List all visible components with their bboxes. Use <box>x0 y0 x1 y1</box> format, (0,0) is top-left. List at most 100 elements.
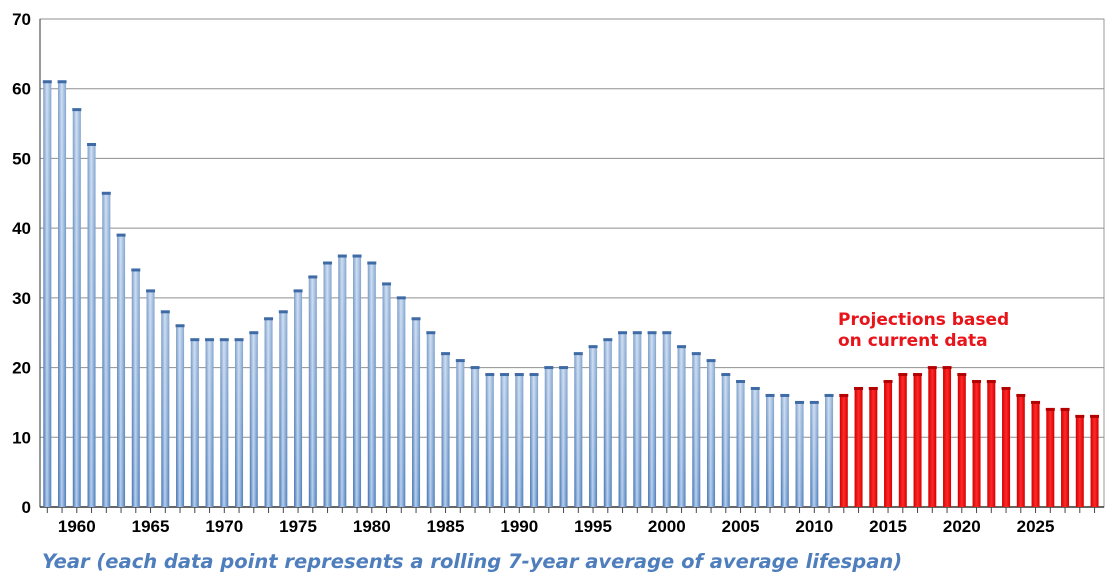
bar-1969 <box>205 338 215 507</box>
bar-sheen-2000 <box>662 332 671 507</box>
bar-cap-1968 <box>190 338 200 342</box>
bar-sheen-1969 <box>205 339 214 507</box>
bar-sheen-1971 <box>235 339 244 507</box>
bar-1987 <box>470 366 480 507</box>
bar-cap-1977 <box>323 261 333 265</box>
bar-sheen-1991 <box>530 374 539 507</box>
bar-cap-1961 <box>87 142 97 146</box>
projection-bar-2023 <box>1001 386 1011 507</box>
bar-cap-1985 <box>441 352 451 356</box>
projection-bar-2019 <box>942 366 952 507</box>
y-tick-label-70: 70 <box>12 10 31 29</box>
bar-cap-1963 <box>116 233 126 237</box>
bar-body-2016 <box>898 374 907 507</box>
bar-sheen-1999 <box>648 332 657 507</box>
bar-cap-2012 <box>839 393 849 397</box>
bar-cap-2020 <box>957 373 967 377</box>
bar-body-2028 <box>1075 416 1084 507</box>
bar-1994 <box>573 352 583 507</box>
bar-sheen-1986 <box>456 360 465 507</box>
bar-cap-1995 <box>588 345 598 349</box>
bar-1992 <box>544 366 554 507</box>
bar-sheen-1960 <box>72 109 81 507</box>
bar-1964 <box>131 268 141 507</box>
bar-body-2014 <box>869 388 878 507</box>
bar-sheen-1980 <box>367 263 376 507</box>
bar-sheen-1983 <box>412 318 421 507</box>
x-tick-label-2015: 2015 <box>869 517 907 536</box>
projection-bar-2025 <box>1031 400 1041 507</box>
bar-cap-2025 <box>1031 400 1041 404</box>
bars <box>42 80 1100 508</box>
bar-sheen-1979 <box>353 256 362 507</box>
bar-body-2020 <box>957 374 966 507</box>
bar-cap-2011 <box>824 393 834 397</box>
bar-cap-2018 <box>927 366 937 370</box>
bar-sheen-1976 <box>308 276 317 507</box>
bar-1962 <box>101 191 111 508</box>
bar-sheen-2009 <box>795 402 804 507</box>
bar-sheen-1994 <box>574 353 583 507</box>
bar-sheen-2008 <box>780 395 789 507</box>
bar-body-2026 <box>1046 409 1055 507</box>
bar-body-2029 <box>1090 416 1099 507</box>
bar-body-2021 <box>972 381 981 507</box>
bar-cap-2008 <box>780 393 790 397</box>
bar-sheen-2003 <box>707 360 716 507</box>
bar-sheen-2004 <box>721 374 730 507</box>
bar-cap-1993 <box>559 366 569 370</box>
bar-sheen-1992 <box>544 367 553 507</box>
bar-sheen-1988 <box>485 374 494 507</box>
projection-bar-2021 <box>972 380 982 507</box>
x-tick-label-1975: 1975 <box>279 517 317 536</box>
bar-cap-2010 <box>809 400 819 404</box>
projection-bar-2015 <box>883 380 893 507</box>
bar-1959 <box>57 80 67 507</box>
bar-cap-2027 <box>1060 407 1070 411</box>
bar-cap-1983 <box>411 317 421 321</box>
bar-cap-2024 <box>1016 393 1026 397</box>
bar-cap-1965 <box>146 289 156 293</box>
bar-1972 <box>249 331 259 507</box>
bar-cap-2026 <box>1045 407 1055 411</box>
bar-1974 <box>278 310 288 507</box>
bar-1958 <box>42 80 52 507</box>
bar-cap-2014 <box>868 386 878 390</box>
bar-cap-1981 <box>382 282 392 286</box>
bar-sheen-1985 <box>441 353 450 507</box>
x-tick-label-1995: 1995 <box>574 517 612 536</box>
bar-cap-1992 <box>544 366 554 370</box>
bar-sheen-2011 <box>825 395 834 507</box>
bar-sheen-1965 <box>146 290 155 507</box>
bar-sheen-1973 <box>264 318 273 507</box>
bar-sheen-1996 <box>603 339 612 507</box>
bar-cap-2015 <box>883 380 893 384</box>
bar-1975 <box>293 289 303 507</box>
bar-1986 <box>455 359 465 507</box>
bar-cap-1987 <box>470 366 480 370</box>
bar-sheen-1975 <box>294 290 303 507</box>
bar-1996 <box>603 338 613 507</box>
bar-cap-1999 <box>647 331 657 335</box>
bar-2008 <box>780 393 790 507</box>
bar-body-2027 <box>1061 409 1070 507</box>
bar-cap-2000 <box>662 331 672 335</box>
bar-1984 <box>426 331 436 507</box>
bar-cap-1979 <box>352 254 362 258</box>
projection-bar-2017 <box>913 373 923 507</box>
projection-bar-2012 <box>839 393 849 507</box>
bar-sheen-1967 <box>176 325 185 507</box>
bar-1993 <box>559 366 569 507</box>
bar-2007 <box>765 393 775 507</box>
bar-cap-1962 <box>101 191 111 195</box>
y-tick-label-0: 0 <box>22 498 31 517</box>
bar-cap-1967 <box>175 324 185 328</box>
bar-cap-1978 <box>337 254 347 258</box>
bar-cap-1980 <box>367 261 377 265</box>
bar-cap-2017 <box>913 373 923 377</box>
bar-1977 <box>323 261 333 507</box>
bar-cap-1996 <box>603 338 613 342</box>
bar-sheen-1966 <box>161 311 170 507</box>
bar-cap-2019 <box>942 366 952 370</box>
bar-1999 <box>647 331 657 507</box>
